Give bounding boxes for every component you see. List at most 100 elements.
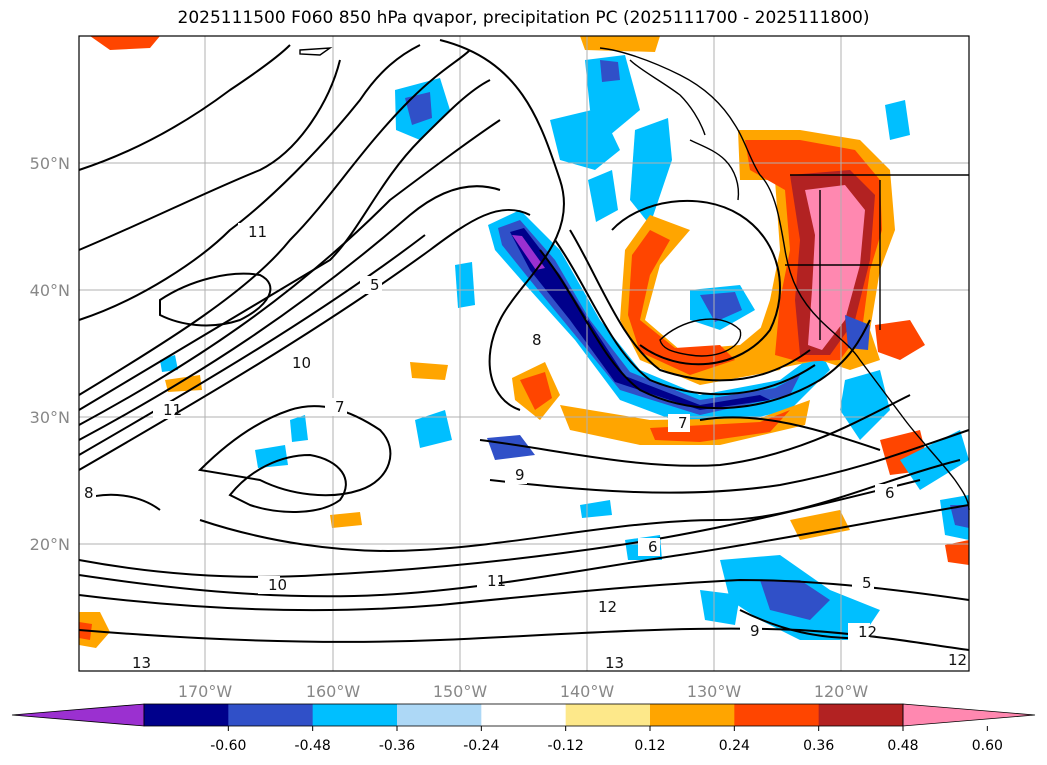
shade-light-blue <box>588 170 618 222</box>
colorbar-frame <box>143 703 904 727</box>
colorbar-segment <box>397 704 482 726</box>
colorbar-tick-label: -0.36 <box>379 738 415 754</box>
shade-blue <box>600 60 620 82</box>
shade-red <box>875 320 925 360</box>
colorbar-tick-label: 0.12 <box>634 738 665 754</box>
lon-label-170: 170°W <box>178 682 233 701</box>
shade-orange <box>580 36 660 52</box>
colorbar-tick-label: 0.48 <box>887 738 918 754</box>
shade-light-blue <box>840 370 890 440</box>
colorbar-extend-high <box>902 703 1036 727</box>
contour-label: 12 <box>598 598 617 616</box>
contour-line <box>78 44 421 321</box>
contour-line <box>78 59 341 251</box>
colorbar-segment <box>650 704 735 726</box>
contour-label-background <box>122 654 144 672</box>
shade-light-blue <box>885 100 910 140</box>
contour-line <box>439 39 566 411</box>
contour-line <box>199 459 961 552</box>
contour-label: 9 <box>750 622 760 640</box>
gridlines <box>79 36 969 671</box>
lon-label-120: 120°W <box>814 682 869 701</box>
shade-light-blue <box>900 430 969 490</box>
colorbar-ticks: -0.60 -0.48 -0.36 -0.24 -0.12 0.12 0.24 0.36 0.4… <box>210 726 1003 754</box>
lon-label-150: 150°W <box>433 682 488 701</box>
shade-light-blue <box>255 445 288 468</box>
contour-line <box>78 209 531 471</box>
shade-orange <box>330 512 362 528</box>
contour-label: 5 <box>370 276 380 294</box>
contour-line <box>539 249 871 410</box>
contour-label: 13 <box>132 654 151 672</box>
lon-label-160: 160°W <box>306 682 361 701</box>
contour-label-background <box>522 331 544 349</box>
colorbar-segment <box>481 704 567 726</box>
contour-label-background <box>282 354 304 372</box>
contour-line <box>699 416 881 451</box>
contour-line <box>159 272 272 327</box>
shade-light-blue <box>290 415 308 442</box>
contour-label: 11 <box>487 572 506 590</box>
colorbar-tick-label: -0.12 <box>548 738 584 754</box>
precip-shading <box>79 36 969 648</box>
shade-light-blue <box>455 262 475 308</box>
shade-red <box>90 36 160 50</box>
coastline-north-america <box>599 47 970 511</box>
contour-label-background <box>938 651 960 669</box>
contour-label: 6 <box>648 538 658 556</box>
contour-label-background <box>852 574 874 592</box>
colorbar-tick-label: 0.60 <box>972 738 1003 754</box>
contour-label: 7 <box>678 414 688 432</box>
coastline-alaska <box>629 59 706 136</box>
coastlines <box>299 47 970 511</box>
colorbar-segment <box>228 704 314 726</box>
contour-line <box>78 49 471 396</box>
contour-label-background <box>588 598 610 616</box>
colorbar <box>11 703 1036 727</box>
shade-orange <box>410 362 448 380</box>
contour-label-background <box>668 414 690 432</box>
shade-light-blue <box>585 55 640 135</box>
contour-label: 13 <box>605 654 624 672</box>
shade-blue <box>950 505 969 528</box>
contour-label: 6 <box>885 484 895 502</box>
contour-label-background <box>360 276 382 294</box>
contour-label: 11 <box>163 401 182 419</box>
colorbar-tick-label: -0.48 <box>295 738 331 754</box>
colorbar-segment <box>565 704 651 726</box>
shade-orange <box>790 510 850 540</box>
contour-label: 8 <box>84 484 94 502</box>
contour-line <box>228 453 347 513</box>
contour-label-background <box>238 223 260 241</box>
shade-purple <box>512 235 545 270</box>
coastline-island <box>299 47 333 56</box>
shade-red <box>520 372 552 410</box>
contour-line <box>78 234 426 456</box>
contour-label-background <box>258 576 280 594</box>
shade-light-blue <box>415 410 452 448</box>
qvapor-contours <box>78 39 970 651</box>
colorbar-segment <box>144 704 229 726</box>
lat-label-40: 40°N <box>30 281 70 300</box>
contour-line <box>78 578 970 612</box>
lat-label-30: 30°N <box>30 408 70 427</box>
contour-line <box>489 429 970 494</box>
contour-label-background <box>505 466 527 484</box>
coastline-island <box>689 139 740 201</box>
contour-line <box>78 185 501 441</box>
contour-label-background <box>595 654 617 672</box>
shade-blue <box>405 92 432 125</box>
colorbar-segment <box>312 704 398 726</box>
contour-line <box>78 79 491 411</box>
contour-line <box>479 394 911 467</box>
shade-dark-blue <box>510 228 770 410</box>
colorbar-tick-label: 0.36 <box>803 738 834 754</box>
shade-red <box>945 540 969 565</box>
map-title: 2025111500 F060 850 hPa qvapor, precipit… <box>177 8 870 28</box>
lat-label-20: 20°N <box>30 535 70 554</box>
contour-label-background <box>153 401 175 419</box>
contour-line <box>569 229 811 382</box>
shade-blue <box>760 580 830 620</box>
contour-label: 9 <box>515 466 525 484</box>
contour-label: 7 <box>335 398 345 416</box>
